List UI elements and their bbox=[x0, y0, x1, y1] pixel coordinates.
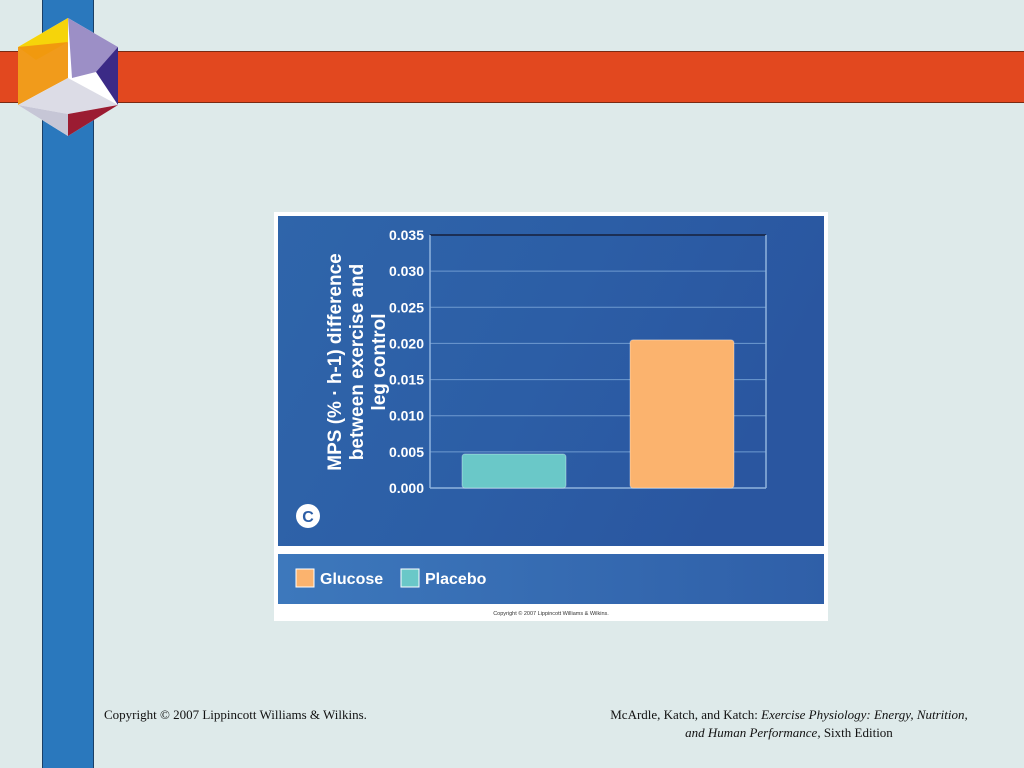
y-tick-label: 0.015 bbox=[389, 372, 424, 388]
footer-copyright: Copyright © 2007 Lippincott Williams & W… bbox=[104, 707, 367, 722]
y-axis-label: MPS (% · h-1) difference bbox=[325, 253, 346, 470]
panel-label-badge bbox=[296, 504, 320, 528]
y-tick-label: 0.000 bbox=[389, 480, 424, 496]
citation-authors: McArdle, Katch, and Katch: bbox=[610, 707, 762, 722]
panel-label: C bbox=[302, 509, 314, 526]
y-tick-label: 0.025 bbox=[389, 299, 424, 315]
bar-placebo bbox=[461, 453, 567, 489]
legend-swatch-glucose bbox=[295, 568, 315, 588]
legend-label-glucose: Glucose bbox=[320, 571, 383, 588]
horizontal-accent-bar bbox=[0, 51, 1024, 103]
citation-title: Exercise Physiology: Energy, Nutrition, … bbox=[685, 707, 968, 740]
bar-chart: 0.000 0.005 0.010 0.015 0.020 0.025 0.030 0.035… bbox=[278, 216, 824, 617]
y-axis-label: leg control bbox=[369, 313, 390, 410]
footer-citation: McArdle, Katch, and Katch: Exercise Phys… bbox=[600, 706, 978, 742]
y-axis-label: between exercise and bbox=[347, 264, 368, 460]
chart-figure: 0.000 0.005 0.010 0.015 0.020 0.025 0.030 0.035… bbox=[274, 212, 828, 621]
citation-edition: Sixth Edition bbox=[820, 725, 893, 740]
y-tick-label: 0.035 bbox=[389, 227, 424, 243]
hexagon-cube-logo-icon bbox=[18, 18, 118, 136]
y-tick-label: 0.020 bbox=[389, 335, 424, 351]
bar-glucose bbox=[629, 339, 735, 489]
y-tick-label: 0.005 bbox=[389, 444, 424, 460]
legend-swatch-placebo bbox=[400, 568, 420, 588]
legend-panel bbox=[278, 554, 824, 604]
figure-copyright: Copyright © 2007 Lippincott Williams & W… bbox=[493, 610, 609, 617]
y-tick-label: 0.030 bbox=[389, 263, 424, 279]
legend-label-placebo: Placebo bbox=[425, 571, 487, 588]
y-tick-label: 0.010 bbox=[389, 408, 424, 424]
